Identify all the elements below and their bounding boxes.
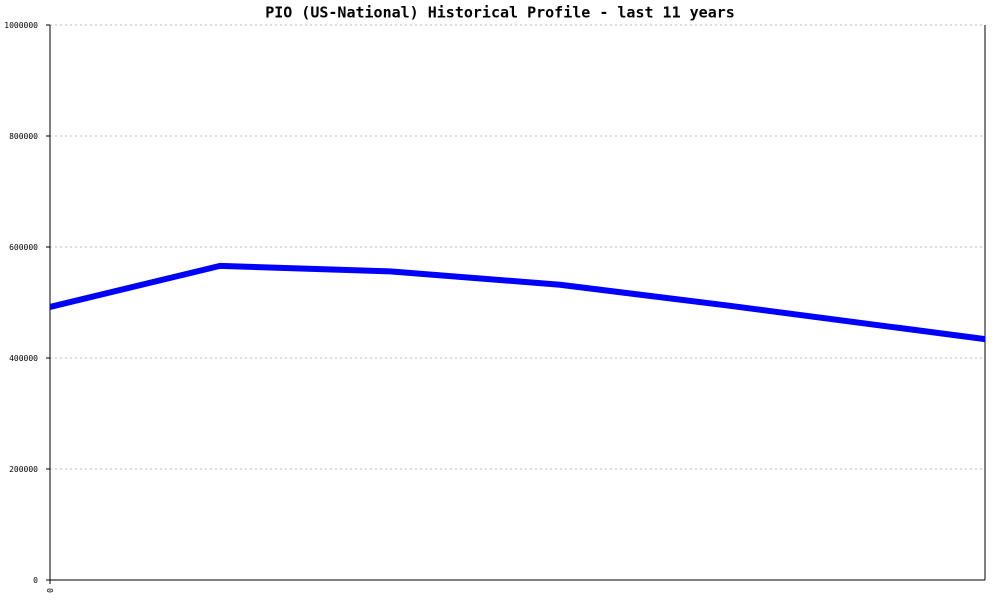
data-line bbox=[49, 262, 986, 343]
y-tick-label: 1000000 bbox=[4, 21, 38, 30]
x-tick-label: 0 bbox=[46, 588, 55, 593]
y-tick-label: 600000 bbox=[9, 243, 38, 252]
y-tick-label: 0 bbox=[33, 576, 38, 585]
y-tick-label: 800000 bbox=[9, 132, 38, 141]
y-tick-label: 400000 bbox=[9, 354, 38, 363]
y-tick-label: 200000 bbox=[9, 465, 38, 474]
chart-title: PIO (US-National) Historical Profile - l… bbox=[265, 4, 735, 22]
